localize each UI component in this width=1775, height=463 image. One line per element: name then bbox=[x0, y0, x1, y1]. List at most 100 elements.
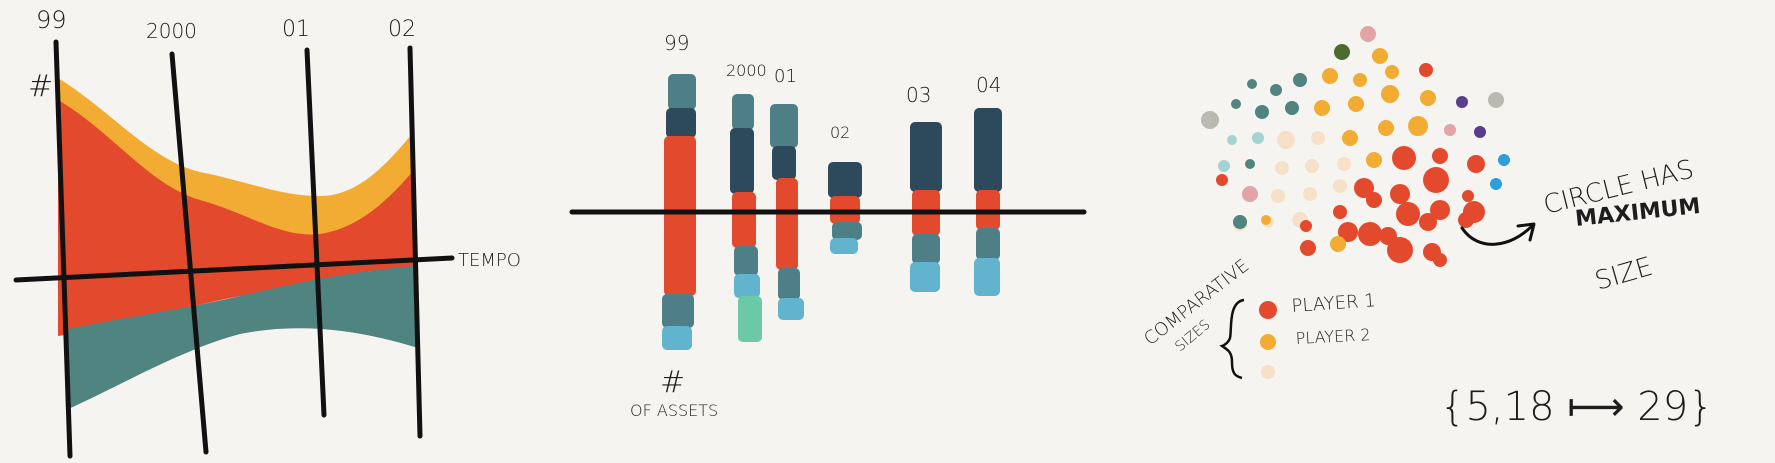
bubble-annotations: CIRCLE HAS MAXIMUM SIZE COMPARATIVE SIZE… bbox=[1140, 154, 1713, 430]
bubble bbox=[1333, 179, 1347, 193]
bubble bbox=[1231, 99, 1241, 109]
bubble bbox=[1385, 65, 1399, 79]
stream-tempo-label: TEMPO bbox=[458, 250, 521, 271]
bubble bbox=[1474, 126, 1486, 138]
bubble bbox=[1293, 73, 1307, 87]
legend-brace bbox=[1219, 298, 1245, 380]
note-size: SIZE bbox=[1592, 252, 1656, 297]
stack-seg bbox=[662, 294, 694, 328]
bubble bbox=[1261, 215, 1271, 225]
stream-hash-label: # bbox=[28, 69, 53, 104]
stack-seg bbox=[664, 136, 696, 296]
bubble bbox=[1462, 190, 1474, 202]
stream-teal-band bbox=[64, 266, 418, 410]
stack-column-2000 bbox=[730, 94, 762, 342]
bubble bbox=[1300, 220, 1312, 232]
stream-year-line-99 bbox=[53, 39, 73, 459]
stream-tempo-axis bbox=[13, 255, 455, 283]
stream-label-01: 01 bbox=[282, 17, 310, 42]
bubble bbox=[1277, 131, 1295, 149]
stack-seg bbox=[832, 222, 862, 240]
bubble bbox=[1242, 186, 1258, 202]
stacks-label-01: 01 bbox=[774, 66, 797, 87]
stacks-label-99: 99 bbox=[664, 31, 689, 55]
stack-seg bbox=[666, 108, 696, 138]
bubble bbox=[1354, 178, 1374, 198]
legend-extra-dot bbox=[1261, 365, 1275, 379]
stack-seg bbox=[778, 298, 804, 320]
bubble bbox=[1366, 152, 1382, 168]
bubble bbox=[1303, 187, 1317, 201]
bubble bbox=[1247, 79, 1257, 89]
stack-seg bbox=[662, 326, 692, 350]
bubble bbox=[1227, 135, 1237, 145]
bubble bbox=[1432, 148, 1448, 164]
bubble bbox=[1271, 189, 1285, 203]
bubble bbox=[1390, 184, 1410, 204]
bubble bbox=[1360, 26, 1376, 42]
stack-seg bbox=[772, 146, 796, 180]
bubble bbox=[1270, 84, 1282, 96]
bubble bbox=[1387, 237, 1413, 263]
range-label: {5,18 ⟼ 29} bbox=[1440, 384, 1714, 430]
stream-year-line-01 bbox=[304, 47, 327, 418]
bubble bbox=[1423, 167, 1449, 193]
bubble bbox=[1216, 174, 1228, 186]
stack-seg bbox=[738, 296, 762, 342]
stacks-label-2000: 2000 bbox=[726, 61, 767, 80]
bubble bbox=[1488, 92, 1504, 108]
bubble bbox=[1338, 222, 1358, 242]
stack-seg bbox=[830, 238, 858, 254]
legend-player1-dot bbox=[1259, 301, 1277, 319]
bubble bbox=[1245, 159, 1255, 169]
stack-column-04 bbox=[974, 108, 1002, 296]
stacks-of-assets-label: OF ASSETS bbox=[630, 401, 718, 420]
bubble bbox=[1334, 44, 1350, 60]
bubble bbox=[1358, 222, 1382, 246]
stream-graph: 99 2000 01 02 # TEMPO bbox=[13, 6, 521, 459]
arrow-head bbox=[1516, 222, 1536, 242]
stack-seg bbox=[910, 122, 942, 192]
stack-column-03 bbox=[910, 122, 942, 292]
stream-label-99: 99 bbox=[36, 6, 67, 34]
bubble bbox=[1490, 178, 1502, 190]
stack-seg bbox=[974, 108, 1002, 192]
bubble bbox=[1498, 154, 1510, 166]
stack-column-01 bbox=[770, 104, 804, 320]
stack-seg bbox=[668, 74, 696, 110]
stack-seg bbox=[770, 104, 798, 148]
bubble bbox=[1456, 96, 1468, 108]
stack-seg bbox=[828, 162, 862, 198]
bubble bbox=[1348, 96, 1364, 112]
stack-seg bbox=[910, 262, 940, 292]
bubble bbox=[1372, 48, 1388, 64]
stack-seg bbox=[912, 234, 940, 264]
bubble bbox=[1419, 213, 1437, 231]
stack-seg bbox=[976, 228, 1000, 260]
stream-year-line-02 bbox=[407, 45, 423, 439]
stack-seg bbox=[974, 258, 1000, 296]
bubble bbox=[1330, 236, 1346, 252]
bubble bbox=[1337, 157, 1351, 171]
legend-player2-label: PLAYER 2 bbox=[1295, 325, 1371, 348]
stream-label-2000: 2000 bbox=[146, 19, 197, 43]
bubble bbox=[1467, 155, 1485, 173]
bubble bbox=[1218, 160, 1230, 172]
legend-player2-dot bbox=[1260, 334, 1276, 350]
bubble-cloud bbox=[1201, 26, 1510, 267]
bubble bbox=[1285, 101, 1299, 115]
bubble bbox=[1433, 253, 1447, 267]
stream-year-line-2000 bbox=[169, 51, 209, 455]
bubble bbox=[1342, 130, 1358, 146]
bubble bbox=[1419, 63, 1433, 77]
bubble bbox=[1392, 146, 1416, 170]
bubble bbox=[1311, 131, 1325, 145]
bubble bbox=[1396, 202, 1420, 226]
stack-column-02 bbox=[828, 162, 862, 254]
bubble bbox=[1333, 205, 1347, 219]
stacks-label-02: 02 bbox=[830, 123, 850, 142]
bubble bbox=[1430, 200, 1450, 220]
stack-seg bbox=[732, 192, 756, 248]
stacks-label-04: 04 bbox=[976, 73, 1001, 97]
stack-seg bbox=[776, 178, 798, 270]
